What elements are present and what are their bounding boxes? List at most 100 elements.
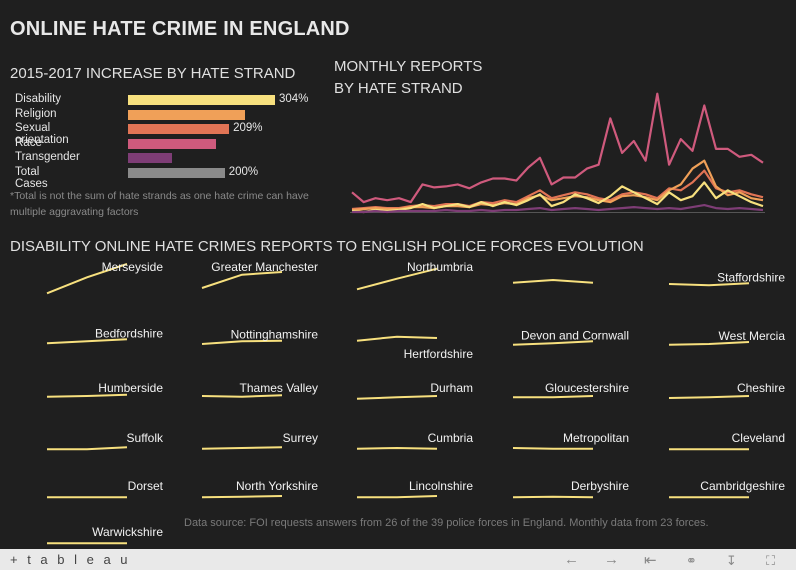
bar-label-disability: Disability [15,93,62,105]
force-line-cumbria [356,446,438,450]
force-chart-merseyside[interactable]: Merseyside [46,260,163,295]
force-line-durham [356,395,438,400]
force-label-surrey: Surrey [283,431,318,445]
force-label-warwickshire: Warwickshire [92,525,163,539]
monthly-heading: MONTHLY REPORTS BY HATE STRAND [334,56,482,100]
force-chart-north-yorkshire[interactable]: North Yorkshire [201,479,318,499]
bar-value-sexual-orientation: 209% [233,122,263,135]
force-line-bedfordshire [46,338,128,345]
force-chart-derbyshire[interactable]: Derbyshire [512,479,629,499]
force-line-nottinghamshire [201,339,283,345]
force-line-gloucestershire [513,395,594,399]
force-line-derbyshire [512,495,594,499]
force-chart-staffordshire[interactable]: Staffordshire [668,270,785,287]
monthly-series-line-2[interactable] [351,159,764,212]
force-label-cumbria: Cumbria [428,431,474,445]
force-line-3 [512,278,594,284]
force-chart-hertfordshire[interactable]: Hertfordshire [356,335,474,361]
force-label-cleveland: Cleveland [732,431,785,445]
force-chart-durham[interactable]: Durham [356,381,473,400]
monthly-series-line-3[interactable] [351,181,764,214]
force-chart-cheshire[interactable]: Cheshire [668,381,785,399]
force-line-devon-and-cornwall [512,340,594,346]
monthly-series-line-4[interactable] [352,204,764,214]
force-label-greater-manchester: Greater Manchester [211,260,318,274]
increase-heading: 2015-2017 INCREASE BY HATE STRAND [10,65,296,82]
force-chart-thames-valley[interactable]: Thames Valley [201,381,318,398]
bar-race[interactable] [128,138,216,149]
force-chart-gloucestershire[interactable]: Gloucestershire [513,381,629,399]
force-chart-cleveland[interactable]: Cleveland [669,431,785,451]
force-label-durham: Durham [430,381,473,395]
force-line-hertfordshire [356,335,438,342]
force-label-bedfordshire: Bedfordshire [95,326,163,340]
force-chart-cumbria[interactable]: Cumbria [356,431,474,450]
force-chart-devon-and-cornwall[interactable]: Devon and Cornwall [512,328,629,346]
force-chart-metropolitan[interactable]: Metropolitan [512,431,629,450]
force-line-west-mercia [668,341,750,346]
bar-transgender[interactable] [128,153,172,164]
force-label-gloucestershire: Gloucestershire [545,381,629,395]
bar-label-sexual-orientation: Sexual orientation [15,122,69,147]
force-chart-nottinghamshire[interactable]: Nottinghamshire [201,328,319,345]
page-title: ONLINE HATE CRIME IN ENGLAND [10,18,350,40]
force-line-lincolnshire [357,495,438,499]
force-line-humberside [46,393,128,398]
bar-value-disability: 304% [279,93,309,105]
force-chart-cambridgeshire[interactable]: Cambridgeshire [669,479,785,499]
download-icon[interactable]: ↧ [726,553,737,568]
monthly-heading-line2: BY HATE STRAND [334,80,463,97]
force-label-derbyshire: Derbyshire [571,479,629,493]
force-line-metropolitan [512,447,593,450]
total-note: *Total is not the sum of hate strands as… [10,190,309,218]
force-label-northumbria: Northumbria [407,260,473,274]
force-chart-surrey[interactable]: Surrey [201,431,318,450]
bar-religion[interactable] [128,109,245,120]
fullscreen-icon[interactable]: ⛶ [766,553,776,568]
force-line-greater-manchester [201,271,283,289]
monthly-line-chart [350,92,765,214]
force-label-suffolk: Suffolk [127,431,164,445]
force-label-lincolnshire: Lincolnshire [409,479,473,493]
force-chart-unlabeled-3[interactable] [512,278,594,284]
force-chart-dorset[interactable]: Dorset [47,479,164,499]
force-label-dorset: Dorset [128,479,164,493]
force-label-hertfordshire: Hertfordshire [404,347,474,361]
force-chart-humberside[interactable]: Humberside [46,381,163,398]
force-label-devon-and-cornwall: Devon and Cornwall [521,328,629,342]
bar-disability[interactable] [128,95,275,105]
bar-sexual-orientation[interactable] [128,124,230,135]
force-label-north-yorkshire: North Yorkshire [236,479,318,493]
force-label-thames-valley: Thames Valley [240,381,318,395]
bar-label-race: Race [15,136,42,149]
bar-label-religion: Religion [15,107,57,120]
share-icon[interactable]: ⚭ [686,553,697,568]
force-line-staffordshire [668,282,750,287]
force-chart-suffolk[interactable]: Suffolk [47,431,164,451]
tableau-logo[interactable]: + t a b l e a u [10,552,131,567]
force-chart-bedfordshire[interactable]: Bedfordshire [46,326,163,345]
undo-icon[interactable]: ← [564,551,579,568]
force-chart-warwickshire[interactable]: Warwickshire [47,525,163,545]
force-line-thames-valley [201,394,283,398]
force-line-north-yorkshire [201,495,283,499]
force-label-cambridgeshire: Cambridgeshire [700,479,785,493]
force-label-nottinghamshire: Nottinghamshire [231,328,319,342]
force-line-surrey [201,446,283,450]
force-chart-greater-manchester[interactable]: Greater Manchester [201,260,318,289]
force-chart-west-mercia[interactable]: West Mercia [668,329,786,346]
redo-icon[interactable]: → [604,551,619,568]
force-chart-northumbria[interactable]: Northumbria [356,260,473,291]
bar-total-cases[interactable] [128,168,225,178]
forces-small-multiples: Merseyside Greater Manchester Northumbria S… [46,260,786,545]
force-label-west-mercia: West Mercia [719,329,786,343]
monthly-series-line-0[interactable] [351,92,764,204]
force-label-humberside: Humberside [98,381,163,395]
revert-icon[interactable]: ⇤ [644,552,657,569]
force-label-staffordshire: Staffordshire [717,270,785,284]
monthly-heading-line1: MONTHLY REPORTS [334,58,483,75]
bar-value-total-cases: 200% [228,166,259,178]
bar-label-total-cases: Total Cases [15,166,48,190]
force-chart-lincolnshire[interactable]: Lincolnshire [357,479,473,499]
force-label-metropolitan: Metropolitan [563,431,629,445]
